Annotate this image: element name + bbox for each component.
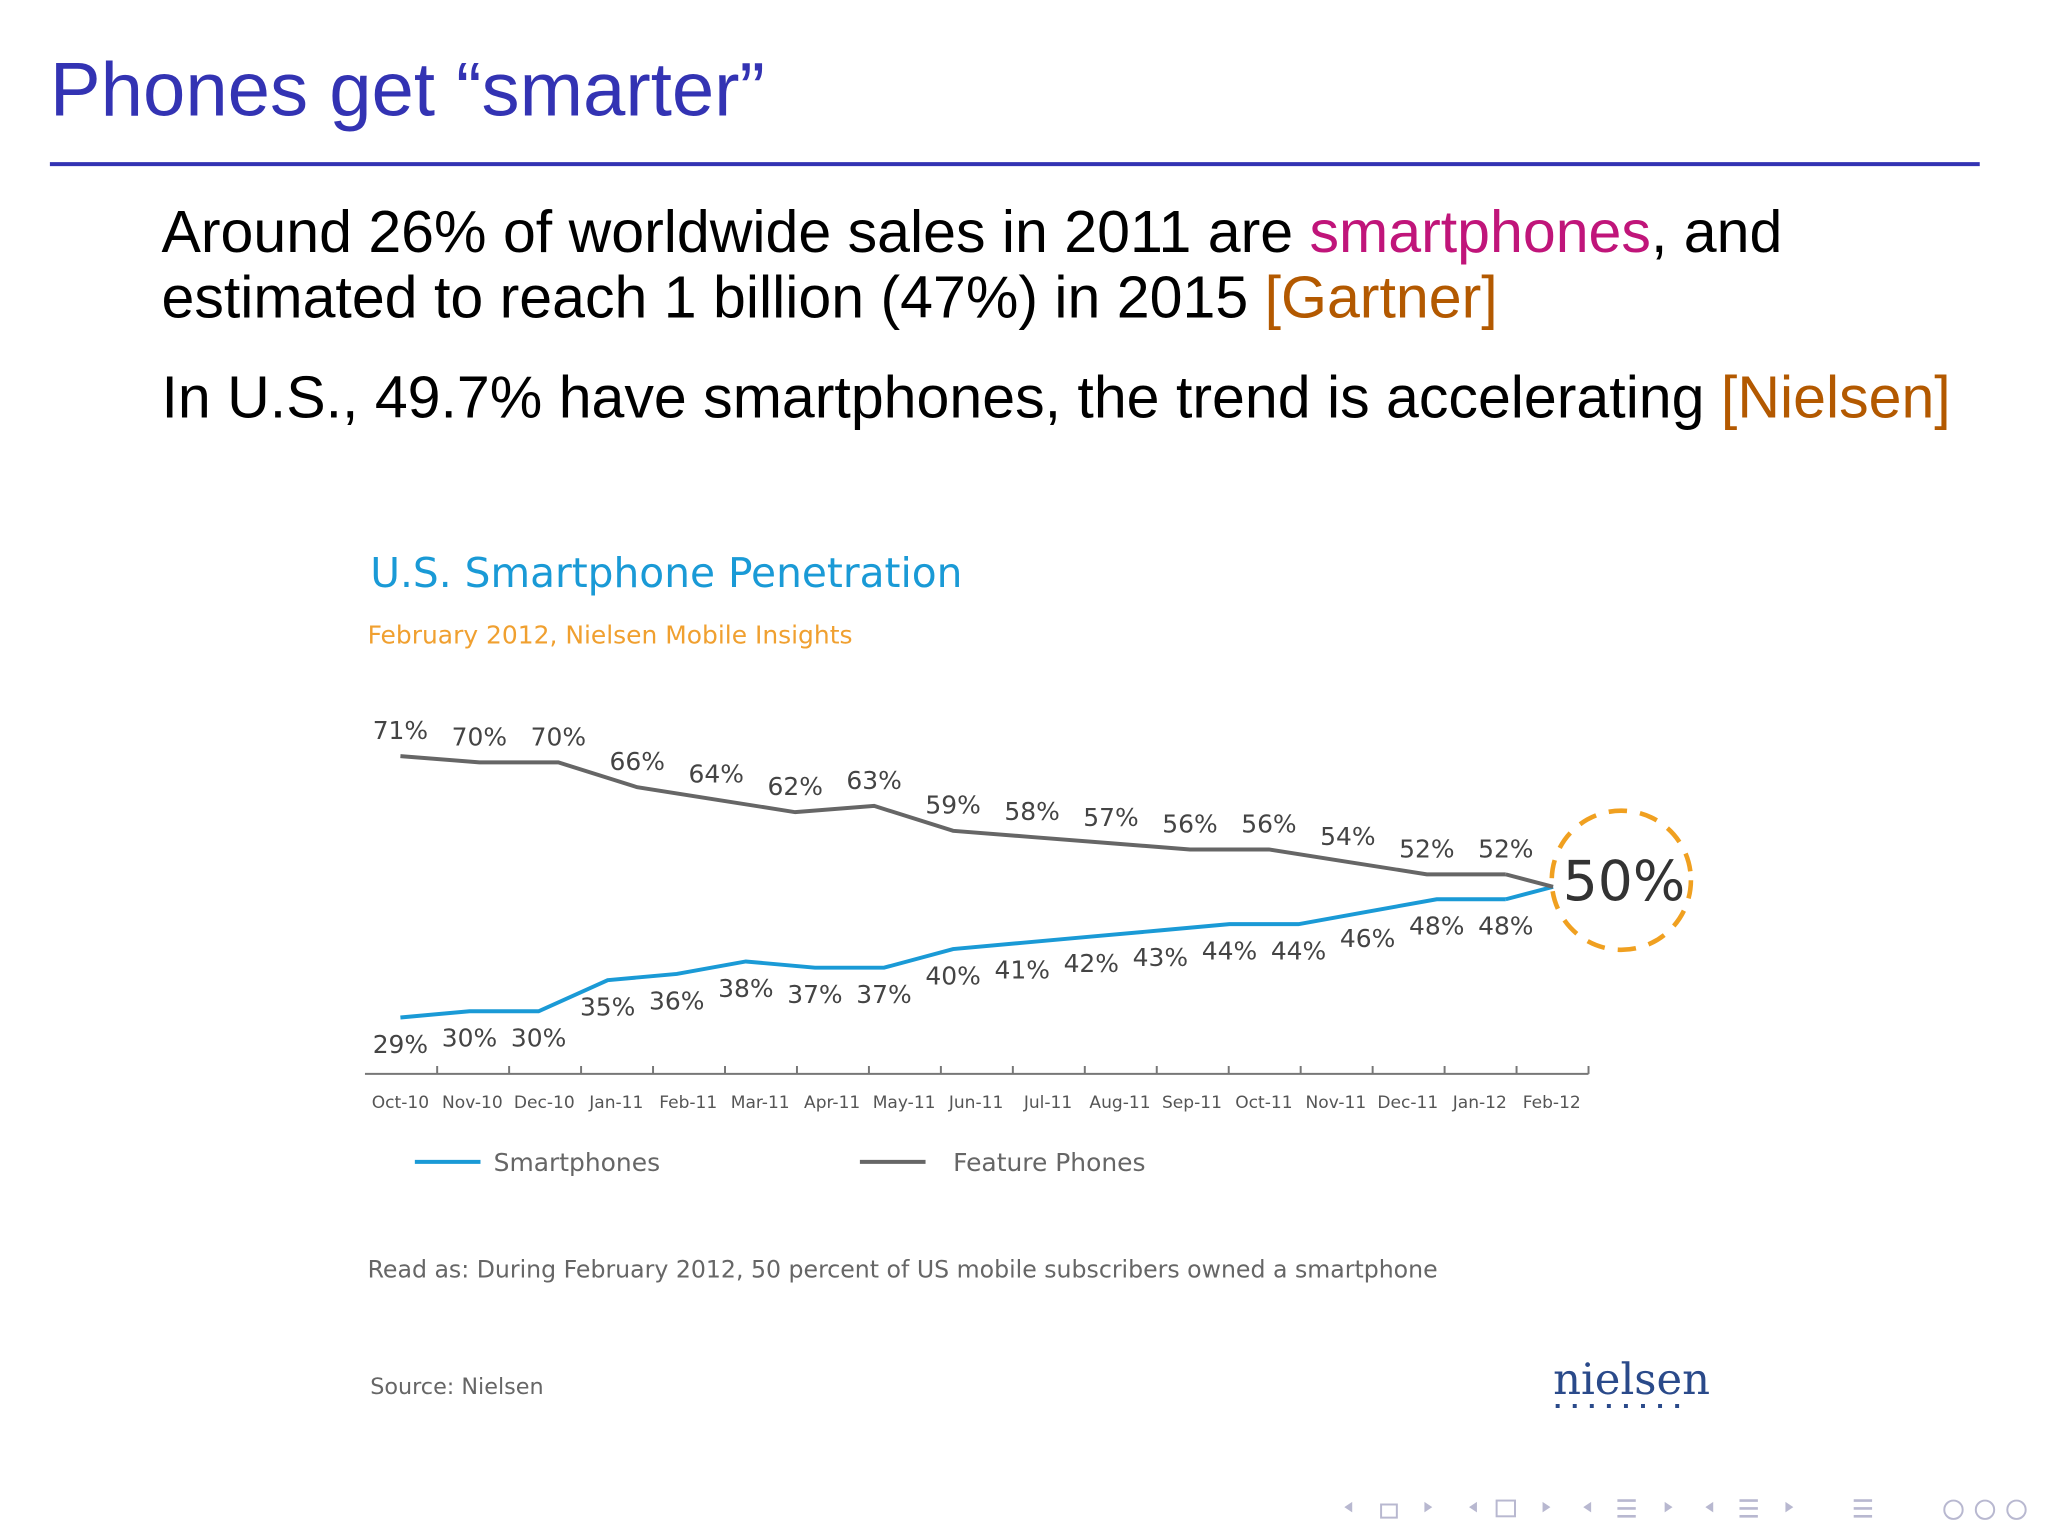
data-label: 42% [1064, 949, 1119, 978]
data-label: 48% [1478, 912, 1533, 941]
data-label: 36% [649, 986, 704, 1015]
citation: [Nielsen] [1721, 364, 1951, 430]
x-tick-label: Dec-10 [514, 1093, 575, 1113]
x-tick-label: Jan-12 [1452, 1093, 1507, 1113]
data-label: 62% [767, 772, 822, 801]
x-tick-label: May-11 [873, 1093, 936, 1113]
data-label: 44% [1202, 937, 1257, 966]
data-label: 70% [452, 722, 507, 751]
data-label: 35% [580, 993, 635, 1022]
legend-label: Smartphones [494, 1148, 660, 1177]
text: In U.S., 49.7% have smartphones, the tre… [161, 364, 1720, 430]
logo: nielsen [1553, 1355, 1710, 1405]
x-tick-label: Feb-11 [659, 1093, 717, 1113]
x-tick-label: Apr-11 [804, 1093, 860, 1113]
data-label: 43% [1133, 943, 1188, 972]
x-tick-label: Jun-11 [948, 1093, 1003, 1113]
x-tick-label: Aug-11 [1089, 1093, 1150, 1113]
data-label: 38% [718, 974, 773, 1003]
note: Read as: During February 2012, 50 percen… [368, 1255, 1438, 1283]
chart-subtitle: February 2012, Nielsen Mobile Insights [368, 620, 853, 649]
data-label: 44% [1271, 937, 1326, 966]
data-label: 56% [1241, 809, 1296, 838]
bullet-line: estimated to reach 1 billion (47%) in 20… [161, 265, 1497, 331]
chart-title: U.S. Smartphone Penetration [370, 549, 962, 597]
data-label: 29% [373, 1030, 428, 1059]
data-label: 37% [787, 980, 842, 1009]
data-label: 59% [925, 791, 980, 820]
data-label: 41% [994, 955, 1049, 984]
data-label: 30% [511, 1024, 566, 1053]
data-label: 40% [925, 961, 980, 990]
text: estimated to reach 1 billion (47%) in 20… [161, 265, 1264, 331]
bullet-line: In U.S., 49.7% have smartphones, the tre… [161, 364, 1950, 430]
x-tick-label: Oct-11 [1235, 1093, 1292, 1113]
slide-title: Phones get “smarter” [50, 48, 765, 133]
bullet-line: Around 26% of worldwide sales in 2011 ar… [161, 199, 1782, 265]
data-label: 66% [610, 747, 665, 776]
series-line [400, 897, 1506, 1020]
data-label: 70% [531, 722, 586, 751]
series-line [400, 754, 1506, 877]
series-connector [1505, 872, 1554, 889]
legend-label: Feature Phones [953, 1148, 1145, 1177]
x-tick-label: Dec-11 [1377, 1093, 1438, 1113]
text: , and [1651, 199, 1782, 265]
data-label: 64% [689, 760, 744, 789]
x-tick-label: Sep-11 [1162, 1093, 1222, 1113]
data-label: 37% [856, 980, 911, 1009]
x-tick-label: Nov-11 [1306, 1093, 1367, 1113]
data-label: 63% [846, 766, 901, 795]
data-label: 52% [1478, 834, 1533, 863]
data-label: 57% [1083, 803, 1138, 832]
x-tick-label: Oct-10 [372, 1093, 429, 1113]
data-label: 58% [1004, 797, 1059, 826]
series-connector [1505, 884, 1554, 902]
x-tick-label: Nov-10 [442, 1093, 503, 1113]
endpoint-label: 50% [1563, 850, 1686, 914]
data-label: 54% [1320, 822, 1375, 851]
x-tick-label: Jan-11 [588, 1093, 643, 1113]
x-tick-label: Mar-11 [731, 1093, 790, 1113]
highlight: smartphones [1310, 199, 1651, 265]
data-label: 71% [373, 716, 428, 745]
x-tick-label: Jul-11 [1023, 1093, 1072, 1113]
endpoint-ring [1549, 808, 1694, 953]
source: Source: Nielsen [370, 1374, 543, 1400]
navigation [1344, 1499, 2027, 1520]
data-label: 52% [1399, 834, 1454, 863]
data-label: 56% [1162, 809, 1217, 838]
data-label: 30% [442, 1024, 497, 1053]
data-label: 46% [1340, 924, 1395, 953]
x-tick-label: Feb-12 [1523, 1093, 1581, 1113]
citation: [Gartner] [1265, 265, 1498, 331]
text: Around 26% of worldwide sales in 2011 ar… [161, 199, 1309, 265]
data-label: 48% [1409, 912, 1464, 941]
